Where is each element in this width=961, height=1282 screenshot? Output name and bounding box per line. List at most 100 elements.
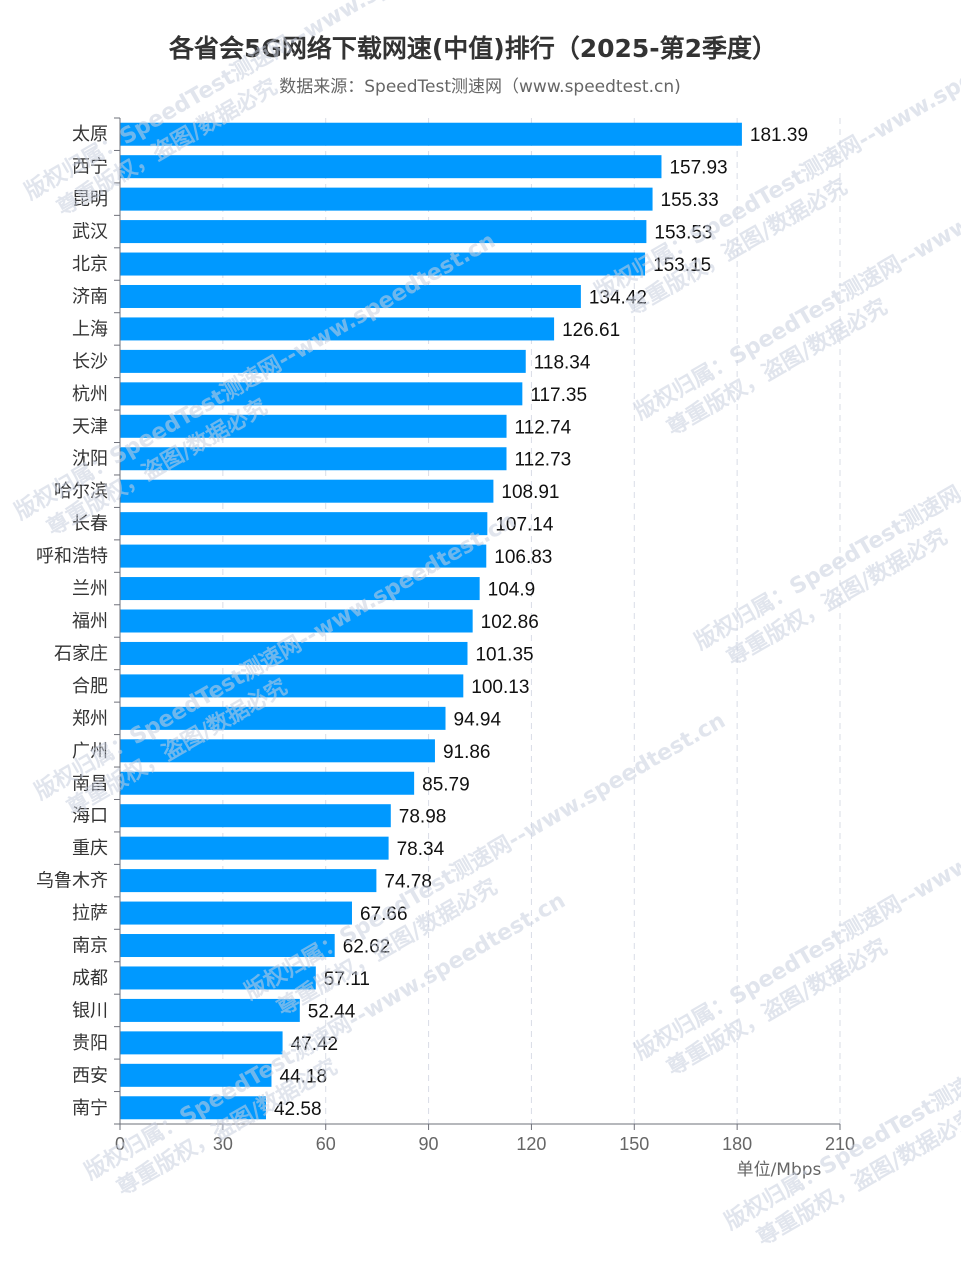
data-label: 157.93 bbox=[669, 158, 727, 179]
bar bbox=[120, 382, 523, 406]
category-label: 北京 bbox=[72, 254, 108, 275]
data-label: 118.34 bbox=[534, 352, 591, 373]
category-label: 拉萨 bbox=[72, 903, 108, 924]
category-label: 天津 bbox=[72, 416, 108, 437]
watermark-mark: 版权归属：SpeedTest测速网--www.speedtest.cn尊重版权，… bbox=[630, 767, 961, 1081]
category-label: 哈尔滨 bbox=[54, 481, 108, 502]
bar bbox=[120, 349, 526, 373]
data-label: 134.42 bbox=[589, 287, 647, 308]
bar bbox=[120, 252, 646, 276]
data-label: 108.91 bbox=[501, 482, 559, 503]
x-tick-label: 90 bbox=[419, 1134, 439, 1154]
bar bbox=[120, 641, 468, 665]
bar bbox=[120, 544, 487, 568]
category-label: 广州 bbox=[72, 741, 108, 762]
data-label: 153.15 bbox=[653, 255, 711, 276]
category-label: 上海 bbox=[72, 319, 108, 340]
bar bbox=[120, 447, 507, 471]
data-label: 104.9 bbox=[488, 580, 536, 601]
bar bbox=[120, 317, 555, 341]
data-label: 44.18 bbox=[279, 1066, 327, 1087]
category-label: 福州 bbox=[72, 611, 108, 632]
data-label: 74.78 bbox=[384, 872, 432, 893]
category-label: 合肥 bbox=[72, 676, 108, 697]
data-label: 91.86 bbox=[443, 742, 491, 763]
category-label: 贵阳 bbox=[72, 1033, 108, 1054]
bar bbox=[120, 771, 415, 795]
data-label: 94.94 bbox=[454, 709, 502, 730]
data-label: 78.34 bbox=[397, 839, 445, 860]
data-label: 42.58 bbox=[274, 1099, 322, 1120]
bar bbox=[120, 414, 507, 438]
category-label: 昆明 bbox=[72, 189, 108, 210]
category-label: 成都 bbox=[72, 968, 108, 989]
category-label: 石家庄 bbox=[54, 643, 108, 664]
bar bbox=[120, 804, 391, 828]
data-label: 100.13 bbox=[471, 677, 529, 698]
bar bbox=[120, 512, 488, 536]
bar bbox=[120, 155, 662, 179]
x-tick-label: 60 bbox=[316, 1134, 336, 1154]
bar bbox=[120, 122, 742, 146]
bar bbox=[120, 479, 494, 503]
bar bbox=[120, 1096, 266, 1120]
bars-group bbox=[120, 122, 742, 1120]
bar bbox=[120, 577, 480, 601]
category-label: 杭州 bbox=[72, 384, 108, 405]
chart-subtitle: 数据来源：SpeedTest测速网（www.speedtest.cn) bbox=[279, 77, 680, 97]
data-label: 181.39 bbox=[750, 125, 808, 146]
category-label: 海口 bbox=[72, 806, 108, 827]
bar bbox=[120, 739, 435, 763]
data-label: 47.42 bbox=[291, 1034, 339, 1055]
bar bbox=[120, 998, 300, 1022]
bar bbox=[120, 220, 647, 244]
data-label: 112.74 bbox=[515, 417, 572, 438]
category-label: 西宁 bbox=[72, 157, 108, 178]
category-labels: 太原西宁昆明武汉北京济南上海长沙杭州天津沈阳哈尔滨长春呼和浩特兰州福州石家庄合肥… bbox=[36, 124, 108, 1119]
category-label: 长春 bbox=[72, 514, 108, 535]
bar bbox=[120, 836, 389, 860]
category-label: 重庆 bbox=[72, 838, 108, 859]
data-label: 85.79 bbox=[422, 774, 470, 795]
bar bbox=[120, 934, 335, 958]
bar bbox=[120, 869, 377, 893]
category-label: 南昌 bbox=[72, 773, 108, 794]
bar bbox=[120, 609, 473, 633]
data-label: 78.98 bbox=[399, 807, 447, 828]
x-tick-label: 210 bbox=[825, 1134, 855, 1154]
bar bbox=[120, 706, 446, 730]
bar bbox=[120, 284, 581, 308]
x-axis-unit-label: 单位/Mbps bbox=[737, 1160, 822, 1180]
bar bbox=[120, 966, 316, 990]
data-label: 107.14 bbox=[495, 515, 554, 536]
data-label: 52.44 bbox=[308, 1001, 356, 1022]
x-tick-labels: 0 30 60 90 120 150 180 210 bbox=[115, 1134, 855, 1154]
watermark-line1: 版权归属：SpeedTest测速网--www.speedtest.cn bbox=[630, 767, 961, 1065]
bar bbox=[120, 1063, 272, 1087]
category-label: 兰州 bbox=[72, 579, 108, 600]
data-label: 155.33 bbox=[661, 190, 719, 211]
x-tick-label: 120 bbox=[516, 1134, 546, 1154]
data-label: 101.35 bbox=[475, 644, 533, 665]
data-label: 106.83 bbox=[494, 547, 552, 568]
x-tick-label: 30 bbox=[213, 1134, 233, 1154]
data-label: 62.62 bbox=[343, 937, 391, 958]
bar bbox=[120, 674, 464, 698]
bar bbox=[120, 901, 352, 925]
data-label: 67.66 bbox=[360, 904, 408, 925]
category-label: 南京 bbox=[72, 936, 108, 957]
data-label: 126.61 bbox=[562, 320, 620, 341]
category-label: 沈阳 bbox=[72, 449, 108, 470]
data-label: 153.53 bbox=[654, 223, 712, 244]
x-tick-label: 0 bbox=[115, 1134, 125, 1154]
category-label: 西安 bbox=[72, 1065, 108, 1086]
chart-title: 各省会5G网络下载网速(中值)排行（2025-第2季度） bbox=[168, 34, 777, 63]
data-label: 117.35 bbox=[530, 385, 587, 406]
category-label: 太原 bbox=[72, 124, 108, 145]
category-label: 武汉 bbox=[72, 222, 108, 243]
category-label: 南宁 bbox=[72, 1098, 108, 1119]
category-label: 乌鲁木齐 bbox=[36, 871, 108, 892]
category-label: 银川 bbox=[72, 1000, 108, 1021]
data-label: 102.86 bbox=[481, 612, 539, 633]
